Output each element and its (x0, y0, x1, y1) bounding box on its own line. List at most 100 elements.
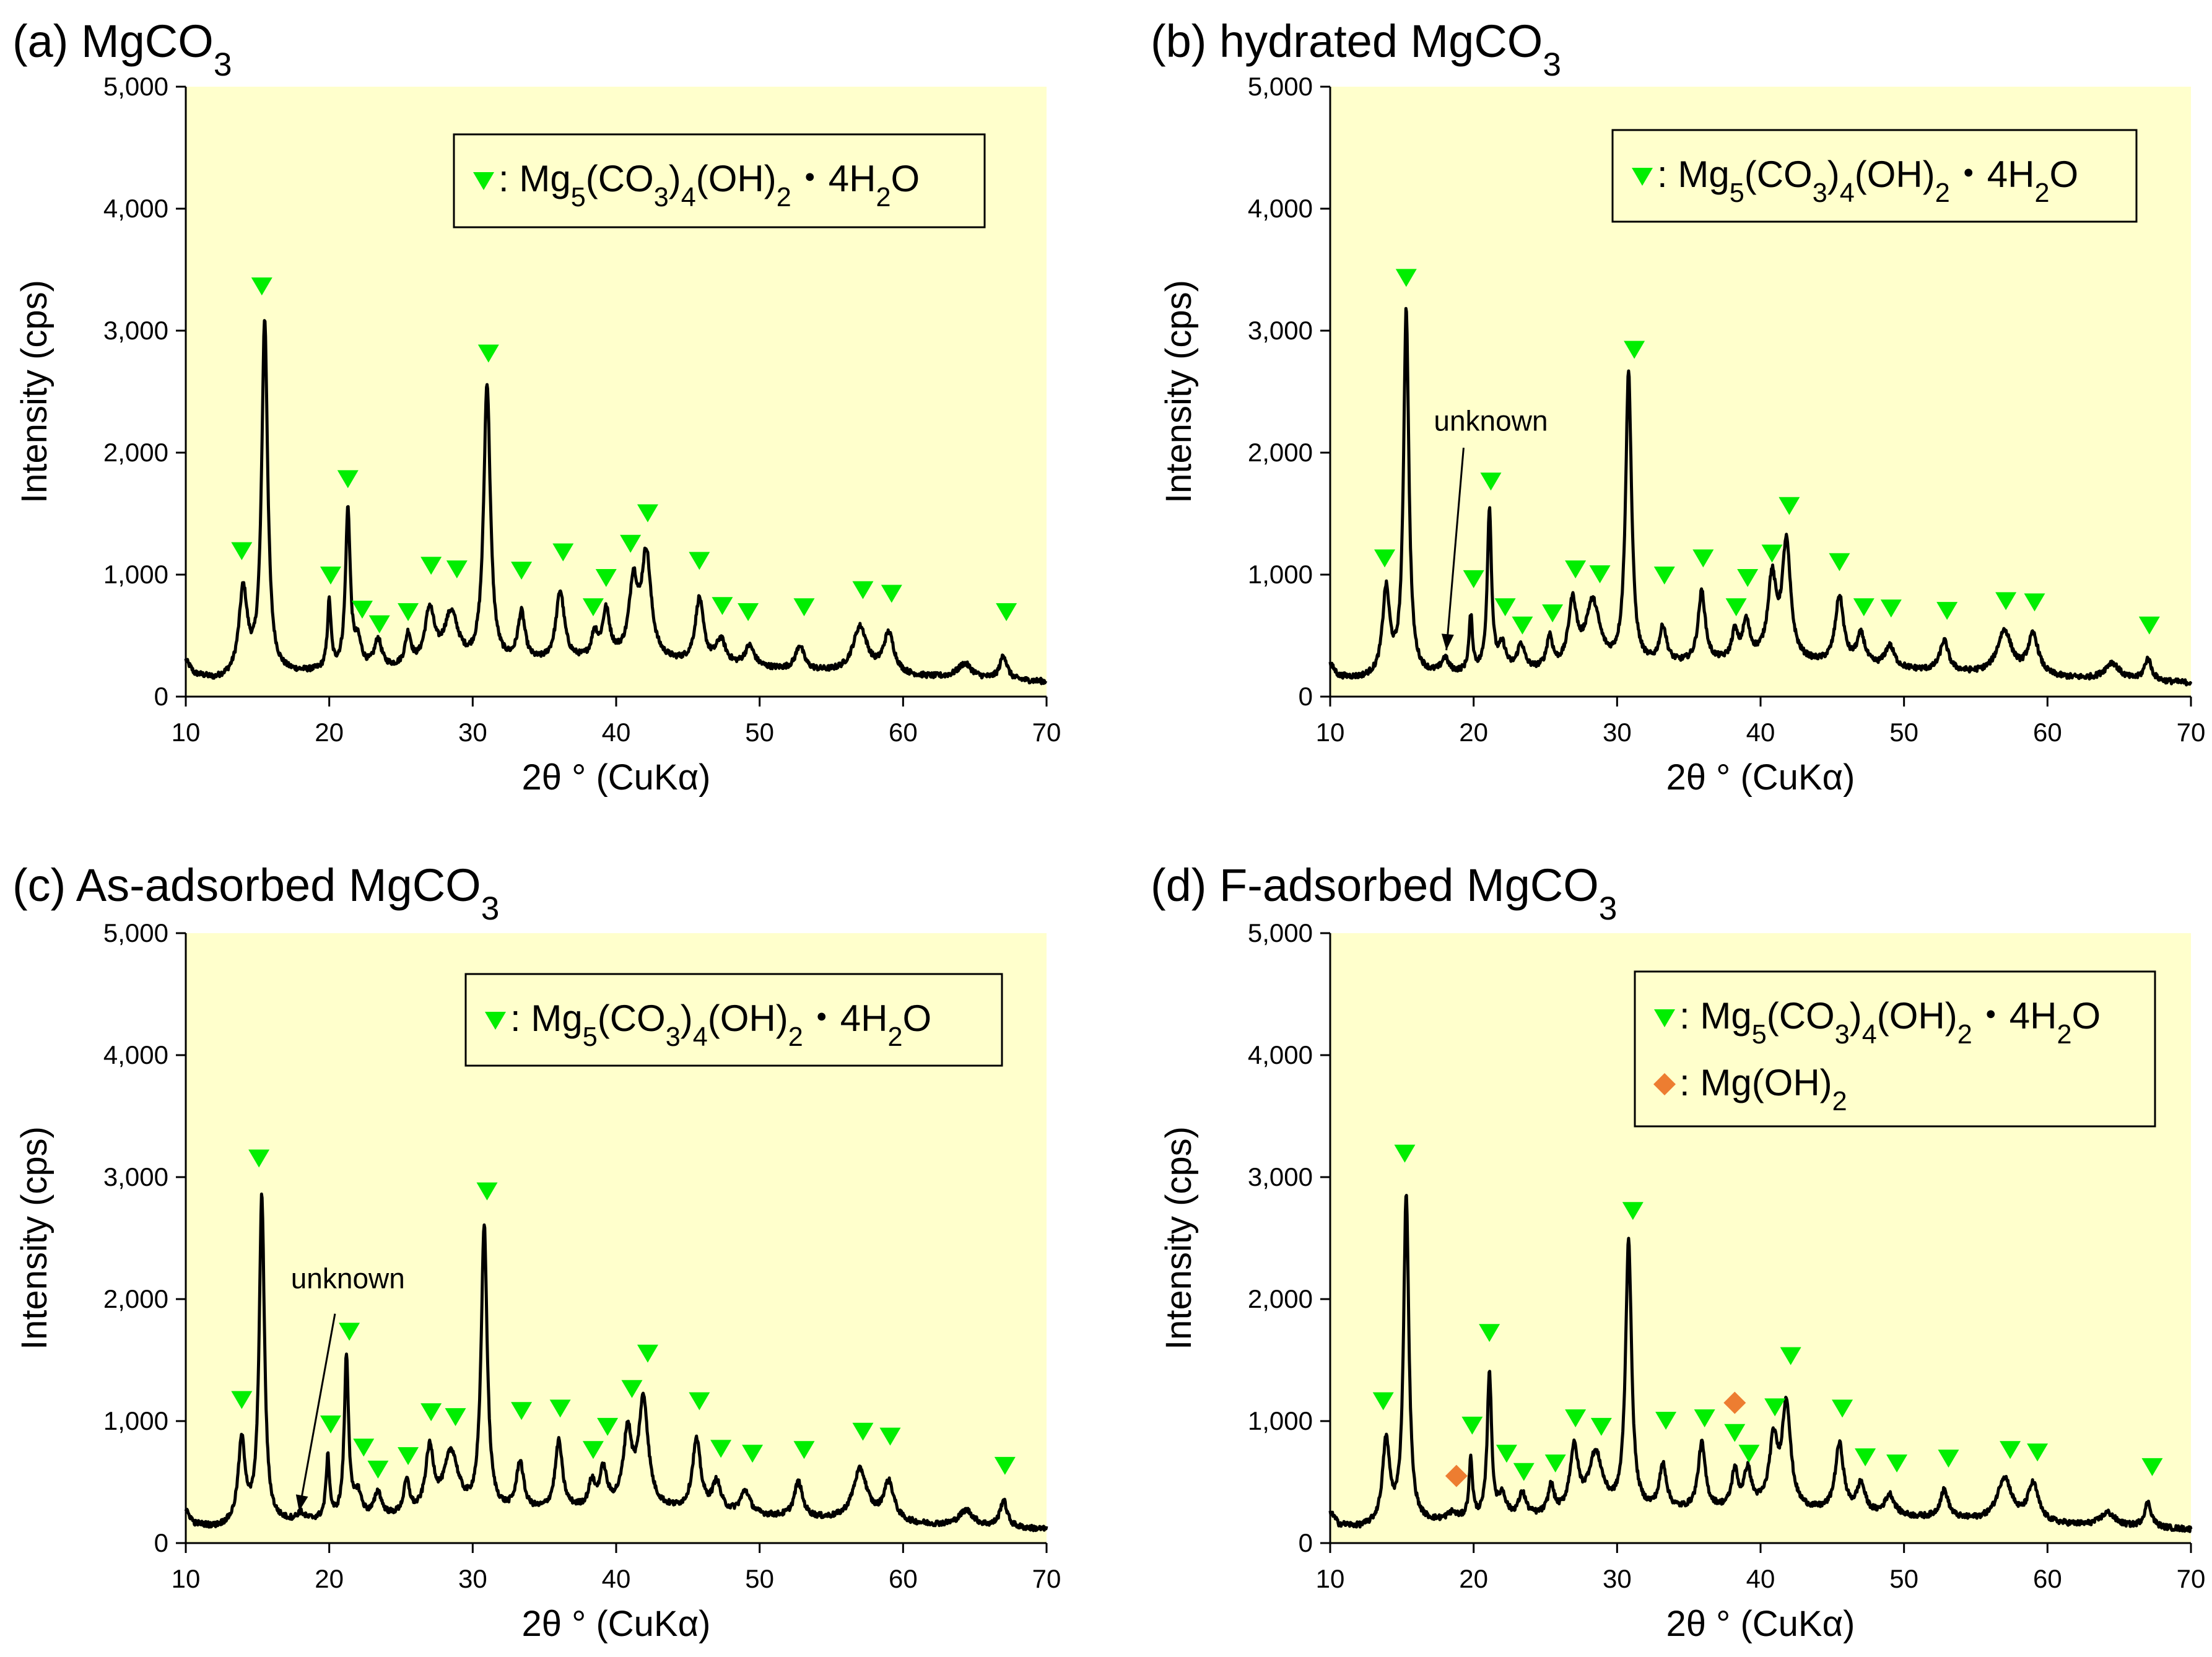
y-tick-label: 0 (154, 682, 168, 711)
legend: : Mg5(CO3)4(OH)2・4H2O (464, 973, 1003, 1067)
peak-marker-triangle (712, 597, 733, 615)
x-tick-label: 20 (315, 718, 344, 747)
y-tick-label: 3,000 (103, 1162, 168, 1191)
series-line (1328, 1194, 2193, 1533)
title-main: F-adsorbed MgCO (1219, 859, 1599, 911)
peak-marker-triangle (1764, 1398, 1786, 1417)
x-tick-label: 40 (1746, 1564, 1775, 1593)
x-tick-label: 10 (1316, 1564, 1345, 1593)
x-tick-label: 50 (745, 1564, 774, 1593)
x-tick-label: 10 (1316, 718, 1345, 747)
x-tick-label: 60 (889, 1564, 918, 1593)
y-tick-label: 2,000 (103, 438, 168, 467)
y-tick-label: 0 (154, 1528, 168, 1557)
y-tick-label: 1,000 (103, 1406, 168, 1435)
peak-marker-triangle (477, 344, 499, 363)
annotation-arrowhead (1441, 633, 1454, 651)
annotation-arrowhead (295, 1494, 308, 1511)
peak-marker-triangle (1653, 567, 1675, 585)
legend-text-sub5: 2 (2034, 178, 2049, 208)
chart-title: (b) hydrated MgCO3 (1151, 15, 1561, 83)
peak-marker-triangle (742, 1445, 764, 1463)
legend-text-mid1: (CO (1767, 995, 1835, 1037)
legend-text-sub2: 3 (666, 1022, 681, 1052)
chart-panel-d: (d) F-adsorbed MgCO301,0002,0003,0004,00… (1151, 859, 2205, 1644)
x-tick-label: 30 (458, 718, 487, 747)
y-tick-label: 3,000 (1248, 316, 1313, 345)
peak-marker-triangle (231, 542, 253, 560)
peak-marker-triangle (689, 552, 710, 570)
peak-marker-triangle (1853, 598, 1875, 617)
peak-marker-triangle (1886, 1454, 1908, 1472)
series-line (184, 319, 1048, 685)
legend-box (1611, 129, 2138, 223)
legend-text-mid2: ) (669, 158, 681, 199)
legend-text-prefix: : Mg (1679, 995, 1752, 1037)
y-tick-label: 4,000 (1248, 194, 1313, 223)
y-tick-label: 3,000 (1248, 1162, 1313, 1191)
legend-text-sub3: 4 (681, 183, 696, 212)
peak-marker-triangle (637, 504, 658, 523)
y-tick-label: 4,000 (103, 1040, 168, 1069)
legend-text-sub4: 2 (777, 183, 791, 212)
peak-marker-triangle (1395, 269, 1417, 287)
series-line (1328, 307, 2193, 687)
x-tick-label: 70 (2177, 718, 2206, 747)
legend-marker-triangle (473, 172, 494, 190)
x-axis-label: 2θ ° (CuKα) (522, 1604, 711, 1644)
peak-marker-triangle (994, 1456, 1016, 1475)
y-tick-label: 1,000 (1248, 1406, 1313, 1435)
legend-text-sub3: 4 (1862, 1020, 1877, 1050)
legend-text-sub4: 2 (1935, 178, 1950, 208)
x-tick-label: 60 (889, 718, 918, 747)
legend-text-mid4: ・4H (1950, 154, 2035, 195)
legend-text-sub1: 5 (1752, 1020, 1767, 1050)
peak-marker-triangle (445, 1408, 466, 1427)
legend-label: : Mg5(CO3)4(OH)2・4H2O (1657, 154, 2078, 208)
peak-marker-triangle (398, 1447, 419, 1466)
x-tick-label: 40 (1746, 718, 1775, 747)
peak-marker-triangle (339, 1323, 360, 1341)
peak-marker-triangle (1938, 1450, 1959, 1468)
peak-marker-triangle (1780, 1347, 1801, 1365)
x-tick-label: 70 (2177, 1564, 2206, 1593)
peak-marker-triangle (1724, 1424, 1746, 1442)
legend-text-sub4: 2 (1957, 1020, 1972, 1050)
legend-marker-diamond (1653, 1073, 1676, 1095)
legend-text-sub4: 2 (788, 1022, 803, 1052)
peak-marker-triangle (1737, 568, 1759, 587)
peak-marker-triangle (368, 615, 390, 633)
peak-marker-triangle (1496, 1445, 1517, 1463)
peak-marker-triangle (1542, 604, 1564, 623)
title-main: MgCO (81, 15, 214, 67)
chart-panel-c: (c) As-adsorbed MgCO301,0002,0003,0004,0… (12, 859, 1061, 1644)
peak-marker-triangle (1544, 1454, 1566, 1472)
panel-label: (c) (12, 859, 76, 911)
peak-marker-triangle (597, 1417, 619, 1436)
legend-text-sub2: 3 (1835, 1020, 1850, 1050)
peak-marker-triangle (1936, 602, 1958, 620)
legend-label: : Mg5(CO3)4(OH)2・4H2O (1679, 995, 2101, 1050)
peak-marker-triangle (1738, 1445, 1760, 1463)
peak-marker-triangle (549, 1399, 571, 1418)
legend-label: : Mg5(CO3)4(OH)2・4H2O (510, 998, 931, 1052)
peak-marker-triangle (251, 277, 272, 296)
legend-text-mid2: ) (1850, 995, 1862, 1037)
peak-marker-triangle (1565, 1409, 1587, 1428)
y-axis-label: Intensity (cps) (1159, 1126, 1199, 1350)
peak-marker-triangle (793, 598, 815, 617)
legend-text-sub3: 4 (693, 1022, 708, 1052)
peak-marker-triangle (1589, 565, 1611, 584)
peak-marker-triangle (1995, 592, 2017, 611)
peak-marker-triangle (689, 1392, 710, 1411)
y-tick-label: 5,000 (1248, 918, 1313, 947)
peak-marker-triangle (353, 1438, 375, 1457)
panel-label: (d) (1151, 859, 1219, 911)
y-tick-label: 0 (1299, 682, 1313, 711)
legend-text-suffix: O (891, 158, 920, 199)
peak-marker-triangle (595, 568, 617, 587)
peak-marker-triangle (738, 603, 759, 622)
legend-text-suffix: O (2072, 995, 2101, 1037)
peak-marker-triangle (1374, 549, 1396, 568)
annotation-arrow (1445, 447, 1465, 651)
